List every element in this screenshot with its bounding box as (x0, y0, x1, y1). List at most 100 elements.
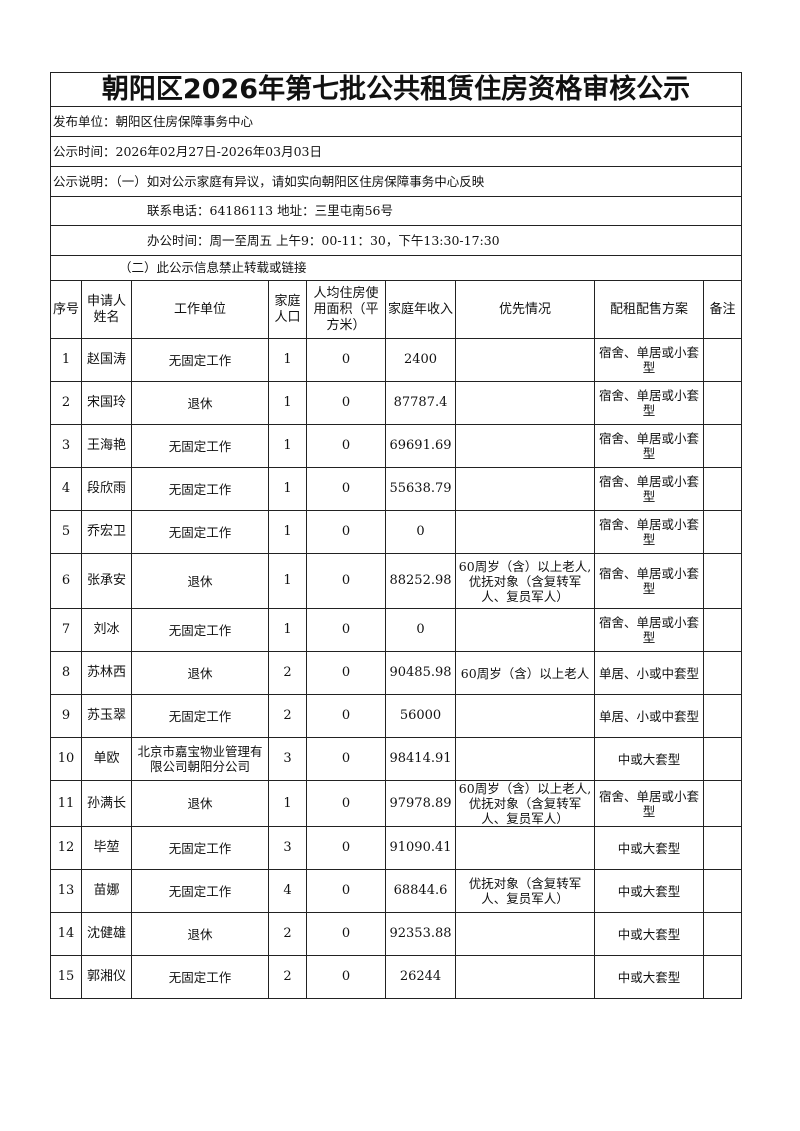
table-row: 12 毕堃 无固定工作 3 0 91090.41 中或大套型 (50, 826, 742, 870)
allocation-plan: 宿舍、单居或小套型 (594, 424, 704, 468)
applicant-name: 刘冰 (81, 608, 132, 652)
priority-status: 60周岁（含）以上老人,优抚对象（含复转军人、复员军人） (455, 553, 595, 609)
work-unit: 无固定工作 (131, 338, 269, 382)
table-row: 5 乔宏卫 无固定工作 1 0 0 宿舍、单居或小套型 (50, 510, 742, 554)
remark (703, 510, 742, 554)
annual-income: 92353.88 (385, 912, 456, 956)
work-unit: 无固定工作 (131, 608, 269, 652)
per-capita-area: 0 (306, 467, 386, 511)
header-cell: 优先情况 (455, 280, 595, 339)
table-row: 9 苏玉翠 无固定工作 2 0 56000 单居、小或中套型 (50, 694, 742, 738)
annual-income: 55638.79 (385, 467, 456, 511)
annual-income: 88252.98 (385, 553, 456, 609)
row-number: 14 (50, 912, 82, 956)
household-size: 4 (268, 869, 307, 913)
per-capita-area: 0 (306, 826, 386, 870)
table-row: 2 宋国玲 退休 1 0 87787.4 宿舍、单居或小套型 (50, 381, 742, 425)
notice-note-2: （二）此公示信息禁止转载或链接 (50, 255, 742, 281)
row-number: 7 (50, 608, 82, 652)
row-number: 9 (50, 694, 82, 738)
annual-income: 90485.98 (385, 651, 456, 695)
per-capita-area: 0 (306, 955, 386, 999)
per-capita-area: 0 (306, 737, 386, 781)
row-number: 6 (50, 553, 82, 609)
allocation-plan: 宿舍、单居或小套型 (594, 510, 704, 554)
priority-status (455, 826, 595, 870)
publisher: 发布单位：朝阳区住房保障事务中心 (50, 106, 742, 137)
table-row: 13 苗娜 无固定工作 4 0 68844.6 优抚对象（含复转军人、复员军人） 中或大套型 (50, 869, 742, 913)
table-row: 14 沈健雄 退休 2 0 92353.88 中或大套型 (50, 912, 742, 956)
household-size: 1 (268, 381, 307, 425)
remark (703, 467, 742, 511)
annual-income: 56000 (385, 694, 456, 738)
applicant-name: 沈健雄 (81, 912, 132, 956)
table-row: 3 王海艳 无固定工作 1 0 69691.69 宿舍、单居或小套型 (50, 424, 742, 468)
remark (703, 381, 742, 425)
priority-status (455, 955, 595, 999)
header-cell: 申请人姓名 (81, 280, 132, 339)
annual-income: 98414.91 (385, 737, 456, 781)
allocation-plan: 宿舍、单居或小套型 (594, 780, 704, 827)
allocation-plan: 中或大套型 (594, 955, 704, 999)
row-number: 5 (50, 510, 82, 554)
header-cell: 序号 (50, 280, 82, 339)
household-size: 1 (268, 338, 307, 382)
row-number: 15 (50, 955, 82, 999)
applicant-name: 单欧 (81, 737, 132, 781)
priority-status (455, 608, 595, 652)
priority-status: 60周岁（含）以上老人,优抚对象（含复转军人、复员军人） (455, 780, 595, 827)
household-size: 1 (268, 608, 307, 652)
household-size: 3 (268, 737, 307, 781)
per-capita-area: 0 (306, 651, 386, 695)
household-size: 3 (268, 826, 307, 870)
allocation-plan: 单居、小或中套型 (594, 651, 704, 695)
household-size: 1 (268, 424, 307, 468)
work-unit: 无固定工作 (131, 467, 269, 511)
applicant-name: 赵国涛 (81, 338, 132, 382)
allocation-plan: 中或大套型 (594, 912, 704, 956)
priority-status (455, 381, 595, 425)
household-size: 2 (268, 955, 307, 999)
applicant-name: 毕堃 (81, 826, 132, 870)
notice-contact: 联系电话：64186113 地址：三里屯南56号 (50, 196, 742, 226)
row-number: 3 (50, 424, 82, 468)
table-row: 6 张承安 退休 1 0 88252.98 60周岁（含）以上老人,优抚对象（含复转军人、复… (50, 553, 742, 609)
priority-status (455, 737, 595, 781)
allocation-plan: 中或大套型 (594, 869, 704, 913)
table-row: 10 单欧 北京市嘉宝物业管理有限公司朝阳分公司 3 0 98414.91 中或大套型 (50, 737, 742, 781)
allocation-plan: 宿舍、单居或小套型 (594, 338, 704, 382)
notice-period: 公示时间：2026年02月27日-2026年03月03日 (50, 136, 742, 167)
row-number: 10 (50, 737, 82, 781)
table-row: 7 刘冰 无固定工作 1 0 0 宿舍、单居或小套型 (50, 608, 742, 652)
row-number: 2 (50, 381, 82, 425)
work-unit: 无固定工作 (131, 424, 269, 468)
annual-income: 97978.89 (385, 780, 456, 827)
work-unit: 无固定工作 (131, 510, 269, 554)
priority-status: 60周岁（含）以上老人 (455, 651, 595, 695)
row-number: 13 (50, 869, 82, 913)
work-unit: 无固定工作 (131, 955, 269, 999)
per-capita-area: 0 (306, 510, 386, 554)
annual-income: 2400 (385, 338, 456, 382)
applicant-name: 乔宏卫 (81, 510, 132, 554)
per-capita-area: 0 (306, 780, 386, 827)
row-number: 11 (50, 780, 82, 827)
remark (703, 553, 742, 609)
notice-hours: 办公时间：周一至周五 上午9：00-11：30，下午13:30-17:30 (50, 225, 742, 256)
table-row: 11 孙满长 退休 1 0 97978.89 60周岁（含）以上老人,优抚对象（含复转军人、… (50, 780, 742, 827)
work-unit: 退休 (131, 651, 269, 695)
per-capita-area: 0 (306, 694, 386, 738)
per-capita-area: 0 (306, 381, 386, 425)
annual-income: 91090.41 (385, 826, 456, 870)
work-unit: 退休 (131, 912, 269, 956)
household-size: 2 (268, 651, 307, 695)
remark (703, 780, 742, 827)
remark (703, 338, 742, 382)
priority-status (455, 424, 595, 468)
per-capita-area: 0 (306, 869, 386, 913)
per-capita-area: 0 (306, 553, 386, 609)
priority-status (455, 694, 595, 738)
household-size: 2 (268, 694, 307, 738)
applicant-name: 王海艳 (81, 424, 132, 468)
remark (703, 694, 742, 738)
